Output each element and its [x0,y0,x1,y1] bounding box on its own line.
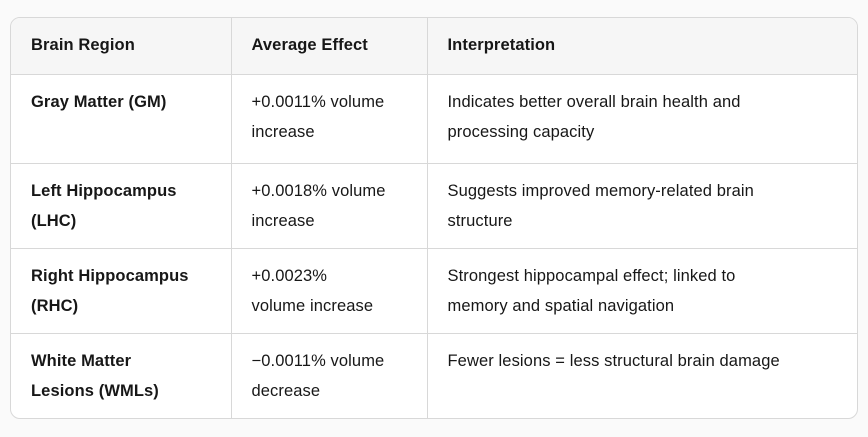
column-header-average-effect: Average Effect [230,18,427,75]
cell-interpretation: Strongest hippocampal effect; linked to … [426,247,857,333]
column-header-interpretation: Interpretation [426,18,857,75]
column-header-brain-region: Brain Region [11,18,231,75]
cell-interpretation: Indicates better overall brain health an… [426,74,857,163]
cell-interpretation: Fewer lesions = less structural brain da… [426,332,857,418]
cell-effect: +0.0018% volume increase [230,162,427,248]
cell-region: Left Hippocampus (LHC) [11,162,231,248]
cell-region: Right Hippocampus (RHC) [11,247,231,333]
table-row: Right Hippocampus (RHC) +0.0023% volume … [11,247,857,333]
cell-effect: −0.0011% volume decrease [230,332,427,418]
cell-region: Gray Matter (GM) [31,92,167,111]
table-header-row: Brain Region Average Effect Interpretati… [11,18,857,75]
brain-effects-table-card: Brain Region Average Effect Interpretati… [10,17,858,419]
cell-interpretation: Suggests improved memory-related brain s… [426,162,857,248]
table-row: Gray Matter (GM) +0.0011% volume increas… [11,74,857,163]
cell-region: White Matter Lesions (WMLs) [11,332,231,418]
cell-effect: +0.0011% volume increase [230,74,427,163]
brain-effects-table: Brain Region Average Effect Interpretati… [11,18,857,418]
table-row: Left Hippocampus (LHC) +0.0018% volume i… [11,162,857,248]
cell-effect: +0.0023% volume increase [230,247,427,333]
table-row: White Matter Lesions (WMLs) −0.0011% vol… [11,332,857,418]
